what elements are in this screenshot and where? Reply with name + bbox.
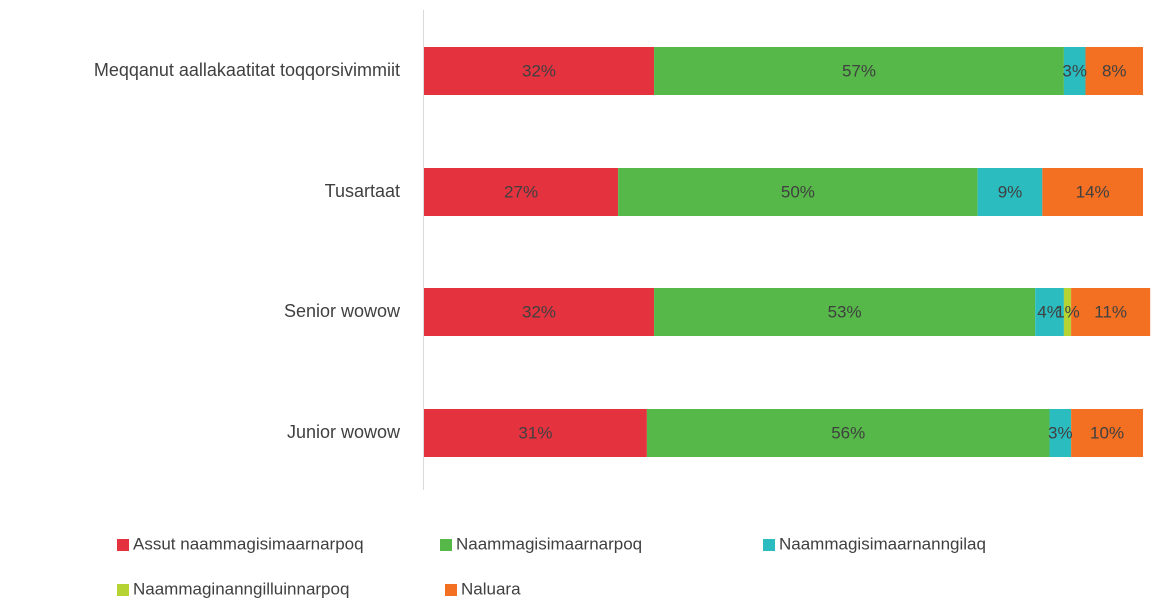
data-label: 11% bbox=[1094, 302, 1127, 321]
legend-label: Naammagisimaarnanngilaq bbox=[779, 534, 986, 553]
bar-segment bbox=[1035, 288, 1064, 336]
data-label: 31% bbox=[518, 423, 552, 442]
bar-segment bbox=[654, 288, 1036, 336]
data-label: 14% bbox=[1076, 182, 1110, 201]
bar-segment bbox=[424, 47, 655, 95]
bar-segment bbox=[1063, 288, 1072, 336]
bar-segment bbox=[1085, 47, 1143, 95]
legend-label: Assut naammagisimaarnarpoq bbox=[133, 534, 364, 553]
data-label: 3% bbox=[1062, 61, 1087, 80]
legend-swatch bbox=[117, 539, 129, 551]
data-label: 3% bbox=[1048, 423, 1073, 442]
legend-label: Naluara bbox=[461, 579, 521, 598]
data-label: 9% bbox=[998, 182, 1023, 201]
bar-segment bbox=[1042, 168, 1143, 216]
legend-label: Naammaginanngilluinnarpoq bbox=[133, 579, 349, 598]
category-label: Tusartaat bbox=[325, 181, 400, 201]
bar-segment bbox=[618, 168, 978, 216]
bar-segment bbox=[424, 168, 619, 216]
bar-segment bbox=[424, 409, 647, 457]
legend-swatch bbox=[117, 584, 129, 596]
data-label: 8% bbox=[1102, 61, 1127, 80]
data-label: 53% bbox=[828, 302, 862, 321]
bar-segment bbox=[1063, 47, 1086, 95]
data-label: 32% bbox=[522, 61, 556, 80]
data-label: 32% bbox=[522, 302, 556, 321]
legend-swatch bbox=[445, 584, 457, 596]
bar-segment bbox=[646, 409, 1050, 457]
category-label: Meqqanut aallakaatitat toqqorsivimmiit bbox=[94, 60, 400, 80]
category-label: Junior wowow bbox=[287, 422, 401, 442]
data-label: 56% bbox=[831, 423, 865, 442]
data-label: 10% bbox=[1090, 423, 1124, 442]
legend-swatch bbox=[763, 539, 775, 551]
bar-segment bbox=[1071, 409, 1143, 457]
bar-segment bbox=[1049, 409, 1072, 457]
data-label: 1% bbox=[1055, 302, 1080, 321]
data-label: 57% bbox=[842, 61, 876, 80]
data-label: 4% bbox=[1037, 302, 1062, 321]
bar-segment bbox=[977, 168, 1043, 216]
legend-label: Naammagisimaarnarpoq bbox=[456, 534, 642, 553]
legend-swatch bbox=[440, 539, 452, 551]
category-label: Senior wowow bbox=[284, 301, 401, 321]
bar-segment bbox=[654, 47, 1064, 95]
bar-segment bbox=[1071, 288, 1151, 336]
bar-segment bbox=[424, 288, 655, 336]
data-label: 27% bbox=[504, 182, 538, 201]
data-label: 50% bbox=[781, 182, 815, 201]
